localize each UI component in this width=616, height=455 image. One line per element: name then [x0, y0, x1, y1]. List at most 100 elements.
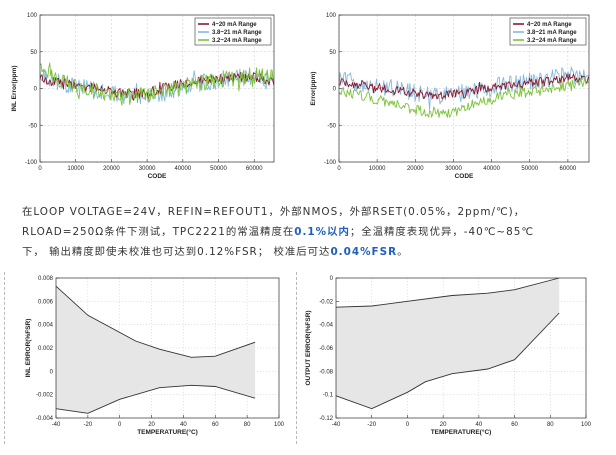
chart3-band [336, 278, 560, 409]
chart0-ytick-label-4: 100 [27, 13, 38, 19]
chart3-xtick-label-3: 20 [440, 422, 447, 428]
chart3-ytick-label-5: -0.02 [319, 299, 333, 305]
chart3-frame [335, 277, 587, 419]
description-highlight-1: 0.1%以内 [294, 226, 350, 238]
chart2-xtick-label-2: 0 [118, 422, 122, 428]
chart0-xtick-label-2: 20000 [103, 166, 120, 172]
chart3-ytick-label-6: 0 [330, 276, 334, 282]
chart1-legend-label-1: 3.8~21 mA Range [527, 30, 577, 36]
chart3-xtick-label-7: 100 [581, 422, 592, 428]
chart-inl-vs-temperature: -40 -20 0 20 40 60 80 100 -0.004 -0.002 0 0.002 0.00… [8, 272, 293, 450]
divider-left [4, 272, 5, 444]
chart0-xlabel: CODE [148, 173, 167, 180]
chart2-xtick-label-1: -20 [84, 422, 93, 428]
chart3-series-lower [335, 312, 560, 410]
chart2-ytick-label-6: 0.008 [38, 276, 54, 282]
chart3-xtick-label-1: -20 [367, 422, 376, 428]
description-line-3-a: 下， 输出精度即使未校准也可达到0.12%FSR； 校准后可达 [22, 246, 331, 258]
chart1-frame [338, 14, 590, 163]
chart3-xlabel: TEMPERATURE(°C) [431, 428, 492, 436]
chart-error-vs-code: 0 10000 20000 30000 40000 50000 60000 -100 -50 0 5… [306, 8, 606, 188]
description-highlight-2: 0.04%FSR [330, 246, 398, 258]
chart2-ytick-label-0: -0.004 [36, 416, 54, 422]
chart1-xlabel: CODE [455, 173, 474, 180]
chart0-xtick-label-1: 10000 [67, 166, 84, 172]
chart1-ylabel: Error(ppm) [310, 72, 317, 106]
chart3-series-upper [335, 277, 560, 308]
chart0-legend-label-0: 4~20 mA Range [212, 22, 257, 28]
chart3-xtick-label-0: -40 [332, 422, 341, 428]
chart0-series-2 [40, 62, 274, 106]
chart-output-error-vs-temperature: -40 -20 0 20 40 60 80 100 -0.12 -0.1 -0.08 -0.06 -0.… [304, 272, 604, 450]
description-line-2-a: RLOAD=250Ω条件下测试，TPC2221的常温精度在 [22, 226, 295, 238]
divider-middle [296, 272, 297, 444]
chart3-ytick-label-3: -0.06 [319, 346, 333, 352]
chart2-ytick-label-4: 0.004 [38, 323, 54, 329]
chart2-ytick-label-3: 0.002 [38, 346, 54, 352]
chart3-ytick-label-2: -0.08 [319, 369, 333, 375]
chart-inl-vs-code-svg: 0 10000 20000 30000 40000 50000 60000 -100 -50 0 5… [11, 13, 275, 180]
chart2-ytick-label-2: 0 [50, 369, 54, 375]
chart2-xtick-label-3: 20 [148, 422, 155, 428]
chart3-ylabel: OUTPUT ERROR(%FSR) [305, 310, 312, 385]
description-line-3: 下， 输出精度即使未校准也可达到0.12%FSR； 校准后可达0.04%FSR。 [22, 242, 600, 262]
chart2-band [56, 286, 256, 414]
chart2-series-lower [55, 384, 256, 414]
chart1-ytick-label-3: 50 [329, 50, 336, 56]
chart1-ytick-label-2: 0 [333, 87, 337, 93]
chart2-xtick-label-6: 80 [244, 422, 251, 428]
chart0-ytick-label-2: 0 [34, 87, 38, 93]
chart3-xtick-label-2: 0 [406, 422, 410, 428]
chart1-xtick-label-0: 0 [337, 166, 341, 172]
chart3-ytick-label-0: -0.12 [319, 416, 333, 422]
chart2-ylabel: INL ERROR(%FSR) [25, 319, 32, 378]
chart0-legend-label-2: 3.2~24 mA Range [212, 38, 262, 44]
chart1-xtick-label-1: 10000 [369, 166, 386, 172]
chart2-xtick-label-0: -40 [52, 422, 61, 428]
chart1-series-2 [339, 76, 589, 118]
chart1-xtick-label-4: 40000 [483, 166, 500, 172]
chart-error-vs-code-svg: 0 10000 20000 30000 40000 50000 60000 -100 -50 0 5… [310, 13, 590, 180]
chart1-ytick-label-4: 100 [326, 13, 337, 19]
chart1-xtick-label-2: 20000 [407, 166, 424, 172]
chart2-frame [55, 277, 280, 419]
chart1-xtick-label-3: 30000 [445, 166, 462, 172]
chart0-ytick-label-3: 50 [30, 50, 37, 56]
chart1-series-0 [339, 73, 589, 100]
chart1-legend-label-2: 3.2~24 mA Range [527, 38, 577, 44]
chart3-xtick-label-6: 80 [547, 422, 554, 428]
chart3-xtick-label-5: 60 [511, 422, 518, 428]
chart1-xtick-label-6: 60000 [560, 166, 577, 172]
chart2-xlabel: TEMPERATURE(°C) [137, 428, 198, 436]
chart2-series-upper [55, 285, 256, 358]
chart0-legend-label-1: 3.8~21 mA Range [212, 30, 262, 36]
chart0-xtick-label-4: 40000 [174, 166, 191, 172]
chart-output-error-vs-temperature-svg: -40 -20 0 20 40 60 80 100 -0.12 -0.1 -0.08 -0.06 -0.… [305, 276, 592, 436]
chart1-ytick-label-1: -50 [327, 123, 336, 129]
chart0-xtick-label-0: 0 [38, 166, 42, 172]
chart0-xtick-label-3: 30000 [139, 166, 156, 172]
chart0-ytick-label-1: -50 [28, 123, 37, 129]
description-line-3-b: 。 [397, 246, 409, 258]
description-text: 在LOOP VOLTAGE=24V，REFIN=REFOUT1，外部NMOS，外… [22, 202, 600, 262]
chart0-ylabel: INL Error(ppm) [11, 65, 18, 111]
chart-inl-vs-code: 0 10000 20000 30000 40000 50000 60000 -100 -50 0 5… [6, 8, 288, 188]
chart2-ytick-label-5: 0.006 [38, 299, 54, 305]
description-line-2: RLOAD=250Ω条件下测试，TPC2221的常温精度在0.1%以内；全温精度… [22, 222, 600, 242]
chart3-ytick-label-4: -0.04 [319, 323, 333, 329]
chart2-xtick-label-5: 60 [212, 422, 219, 428]
chart2-xtick-label-7: 100 [274, 422, 285, 428]
chart0-xtick-label-5: 50000 [210, 166, 227, 172]
chart0-ytick-label-0: -100 [25, 160, 38, 166]
chart0-frame [39, 14, 275, 163]
chart0-xtick-label-6: 60000 [246, 166, 263, 172]
chart1-ytick-label-0: -100 [324, 160, 337, 166]
chart2-ytick-label-1: -0.002 [36, 393, 54, 399]
chart2-xtick-label-4: 40 [180, 422, 187, 428]
description-line-2-b: ；全温精度表现优异，-40℃~85℃ [349, 226, 534, 238]
chart3-xtick-label-4: 40 [476, 422, 483, 428]
chart1-legend-label-0: 4~20 mA Range [527, 22, 572, 28]
description-line-1: 在LOOP VOLTAGE=24V，REFIN=REFOUT1，外部NMOS，外… [22, 206, 526, 218]
chart-inl-vs-temperature-svg: -40 -20 0 20 40 60 80 100 -0.004 -0.002 0 0.002 0.00… [25, 276, 285, 436]
chart3-ytick-label-1: -0.1 [323, 393, 334, 399]
